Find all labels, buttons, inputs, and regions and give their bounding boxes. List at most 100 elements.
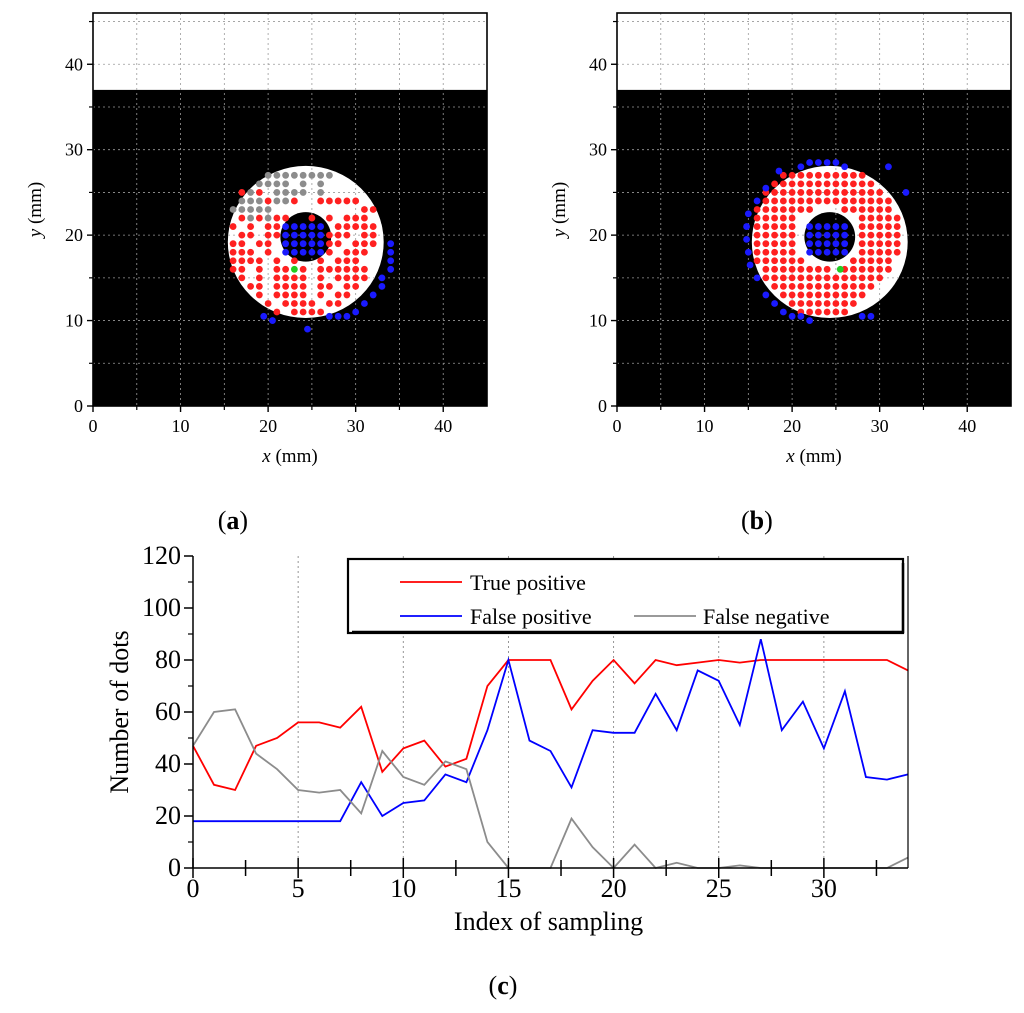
x-axis-title: Index of sampling (454, 907, 643, 936)
false-negative-dot (317, 171, 325, 179)
true-positive-dot (273, 223, 281, 230)
false-negative-dot (264, 171, 272, 179)
true-positive-dot (841, 282, 849, 290)
true-positive-dot (247, 231, 255, 239)
true-positive-dot (806, 171, 814, 179)
true-positive-dot (797, 180, 805, 188)
true-positive-dot (317, 274, 325, 282)
true-positive-dot (255, 274, 263, 282)
false-negative-dot (299, 189, 307, 196)
false-negative-dot (317, 180, 325, 188)
true-positive-dot (788, 248, 796, 256)
false-negative-dot (264, 180, 272, 188)
true-positive-dot (806, 206, 814, 213)
true-positive-dot (753, 240, 761, 248)
true-positive-dot (779, 189, 787, 196)
y-tick-label: 40 (155, 749, 181, 778)
panel-label-open: ( (218, 506, 227, 535)
true-positive-dot (290, 300, 298, 307)
true-positive-dot (788, 291, 796, 299)
series-line-true-positive (192, 658, 909, 792)
false-negative-dot (255, 206, 263, 213)
true-positive-dot (334, 291, 342, 299)
true-positive-dot (264, 248, 272, 256)
true-positive-dot (273, 265, 281, 273)
true-positive-dot (255, 257, 263, 265)
true-positive-dot (238, 265, 246, 273)
true-positive-dot (343, 282, 351, 290)
legend: True positive False positive False negativ… (346, 557, 905, 635)
true-positive-dot (832, 171, 840, 179)
false-positive-dot (282, 248, 290, 256)
x-tick-label: 0 (89, 416, 98, 436)
true-positive-dot (885, 197, 892, 205)
true-positive-dot (334, 231, 342, 239)
true-positive-dot (850, 257, 857, 265)
false-positive-dot (762, 184, 770, 192)
false-positive-dot (282, 223, 290, 230)
x-tick-label: 10 (390, 874, 416, 903)
true-positive-dot (343, 214, 351, 222)
y-axis-unit: (mm) (25, 182, 46, 224)
false-positive-dot (806, 248, 814, 256)
legend-label: False positive (470, 604, 592, 629)
y-tick-label: 80 (155, 645, 181, 674)
true-positive-dot (255, 189, 263, 196)
true-positive-dot (326, 265, 333, 273)
true-positive-dot (858, 206, 866, 213)
true-positive-dot (779, 206, 787, 213)
x-tick-label: 40 (958, 416, 976, 436)
true-positive-dot (867, 282, 875, 290)
true-positive-dot (762, 231, 770, 239)
y-axis-title: y (mm) (25, 182, 46, 239)
false-positive-dot (806, 223, 814, 230)
true-positive-dot (771, 248, 778, 256)
true-positive-dot (832, 300, 840, 307)
true-positive-dot (308, 308, 316, 316)
true-positive-dot (876, 197, 884, 205)
true-positive-dot (343, 231, 351, 239)
true-positive-dot (317, 308, 325, 316)
true-positive-dot (352, 223, 360, 230)
true-positive-dot (788, 197, 796, 205)
true-positive-dot (893, 231, 901, 239)
true-positive-dot (788, 282, 796, 290)
panel-label-close: ) (509, 971, 518, 1000)
false-negative-dot (247, 214, 255, 222)
true-positive-dot (797, 206, 805, 213)
true-positive-dot (885, 257, 892, 265)
true-positive-dot (814, 308, 822, 316)
false-positive-dot (369, 291, 377, 299)
false-negative-dot (308, 171, 316, 179)
true-positive-dot (334, 223, 342, 230)
false-negative-dot (247, 197, 255, 205)
true-positive-dot (361, 248, 368, 256)
true-positive-dot (762, 265, 770, 273)
true-positive-dot (264, 197, 272, 205)
true-positive-dot (238, 231, 246, 239)
true-positive-dot (885, 240, 892, 248)
true-positive-dot (264, 240, 272, 248)
false-positive-dot (797, 163, 805, 171)
x-axis-title: x (mm) (785, 446, 841, 467)
x-tick-label: 30 (811, 874, 837, 903)
true-positive-dot (806, 308, 814, 316)
panel-label: (b) (741, 506, 773, 535)
true-positive-dot (779, 282, 787, 290)
y-tick-label: 10 (65, 311, 83, 331)
true-positive-dot (326, 300, 333, 307)
x-tick-label: 30 (347, 416, 365, 436)
false-positive-dot (304, 325, 311, 333)
true-positive-dot (317, 282, 325, 290)
true-positive-dot (229, 223, 237, 230)
true-positive-dot (771, 240, 778, 248)
true-positive-dot (326, 197, 333, 205)
true-positive-dot (876, 240, 884, 248)
true-positive-dot (823, 189, 831, 196)
true-positive-dot (282, 214, 290, 222)
true-positive-dot (893, 214, 901, 222)
true-positive-dot (867, 214, 875, 222)
true-positive-dot (841, 171, 849, 179)
